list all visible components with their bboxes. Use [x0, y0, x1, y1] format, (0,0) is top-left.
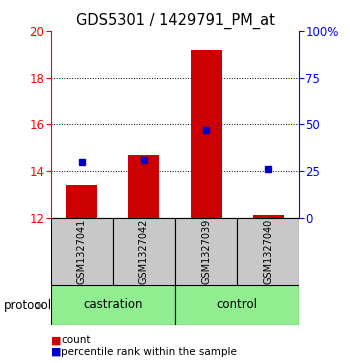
- Bar: [113, 218, 175, 285]
- Text: GSM1327039: GSM1327039: [201, 219, 211, 284]
- Text: ■: ■: [51, 347, 61, 357]
- Bar: [128, 155, 160, 218]
- Text: control: control: [217, 298, 258, 311]
- Text: GSM1327040: GSM1327040: [263, 219, 273, 284]
- Text: percentile rank within the sample: percentile rank within the sample: [61, 347, 237, 357]
- Text: ■: ■: [51, 335, 61, 346]
- Text: GSM1327042: GSM1327042: [139, 219, 149, 284]
- Bar: [237, 218, 299, 285]
- Bar: [66, 185, 97, 218]
- Bar: [51, 218, 113, 285]
- Bar: [175, 218, 237, 285]
- Text: GSM1327041: GSM1327041: [77, 219, 87, 284]
- Bar: [190, 49, 222, 218]
- Bar: [253, 216, 284, 218]
- Text: castration: castration: [83, 298, 143, 311]
- Text: GDS5301 / 1429791_PM_at: GDS5301 / 1429791_PM_at: [76, 13, 274, 29]
- Bar: [175, 285, 299, 325]
- Text: count: count: [61, 335, 91, 346]
- Text: protocol: protocol: [4, 299, 52, 312]
- Bar: [51, 285, 175, 325]
